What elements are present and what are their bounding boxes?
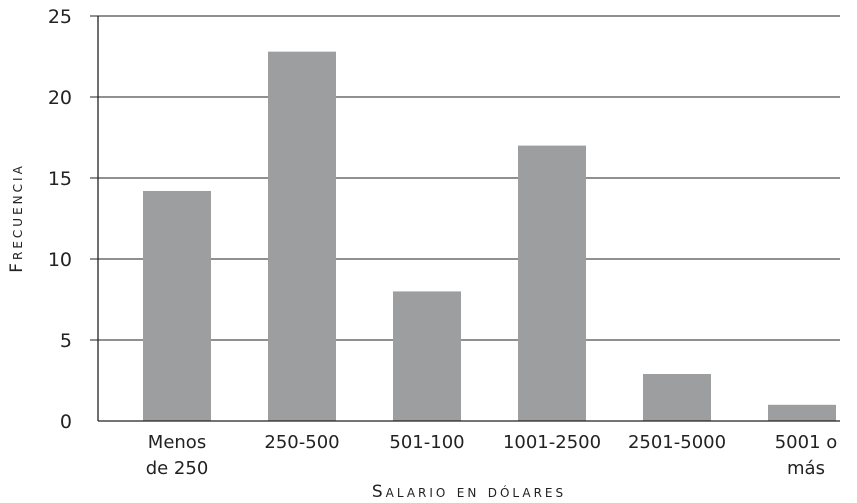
bar-1	[268, 51, 336, 421]
bars	[143, 51, 836, 421]
y-tick-label: 20	[48, 87, 72, 109]
x-tick-label: Menos de 250	[146, 432, 209, 479]
y-tick-label: 0	[60, 411, 72, 433]
x-tick-label: 5001 o más	[775, 432, 838, 479]
y-tick-label: 15	[48, 168, 72, 190]
x-tick-label: 250-500	[264, 432, 339, 453]
bar-3	[518, 145, 586, 421]
y-tick-labels: 0 5 10 15 20 25	[48, 6, 72, 433]
y-axis-title: Frecuencia	[7, 163, 27, 273]
x-tick-label: 501-100	[389, 432, 464, 453]
y-tick-label: 10	[48, 249, 72, 271]
x-tick-label: 2501-5000	[628, 432, 726, 453]
gridlines	[90, 15, 840, 341]
x-tick-label: 1001-2500	[503, 432, 601, 453]
bar-2	[393, 291, 461, 421]
x-axis-title: Salario en dólares	[372, 482, 566, 502]
y-tick-label: 25	[48, 6, 72, 28]
bar-4	[643, 374, 711, 421]
axes	[97, 16, 840, 422]
y-tick-label: 5	[60, 330, 72, 352]
bar-5	[768, 404, 836, 421]
bar-0	[143, 190, 211, 421]
x-tick-labels: Menos de 250 250-500 501-100 1001-2500 2501-5…	[146, 432, 838, 479]
